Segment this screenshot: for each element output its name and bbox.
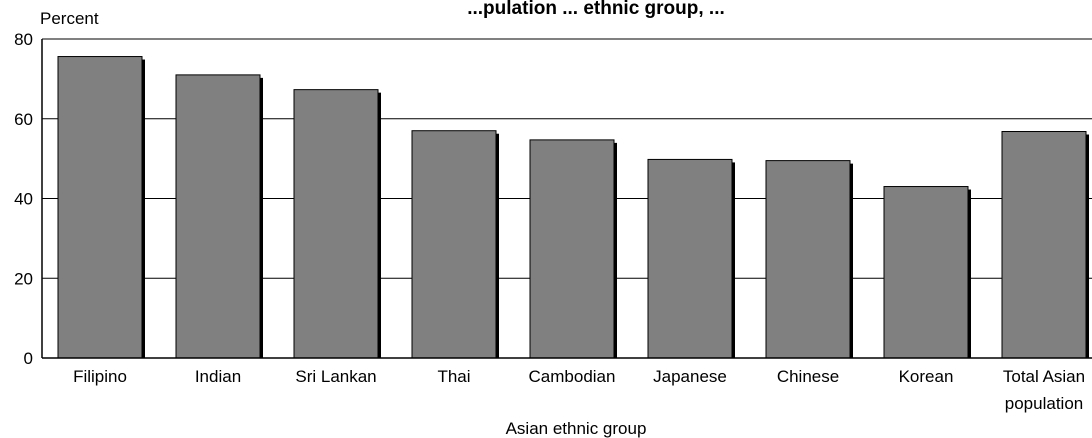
x-tick-label: Indian [195, 367, 241, 386]
x-tick-label: Total Asian population [1003, 367, 1085, 413]
x-tick-label: Cambodian [529, 367, 616, 386]
y-tick-label: 40 [14, 190, 33, 209]
bar [883, 186, 969, 359]
x-tick-label-line: Filipino [73, 367, 127, 386]
y-tick-label: 20 [14, 269, 33, 288]
bar [765, 160, 851, 359]
bar [411, 130, 497, 359]
x-tick-label-line: Korean [899, 367, 954, 386]
x-tick-label: Thai [437, 367, 470, 386]
x-tick-label-line: Total Asian [1003, 367, 1085, 386]
x-tick-label: Chinese [777, 367, 839, 386]
bar [293, 89, 379, 359]
chart-title: ...pulation ... ethnic group, ... [467, 0, 725, 19]
bar [175, 74, 261, 359]
x-tick-label: Japanese [653, 367, 727, 386]
bar [1001, 131, 1087, 359]
y-axis-label: Percent [40, 9, 99, 28]
x-tick-label: Filipino [73, 367, 127, 386]
x-tick-label-line: Cambodian [529, 367, 616, 386]
bar [647, 158, 733, 359]
bars [57, 56, 1089, 359]
x-tick-label: Sri Lankan [295, 367, 376, 386]
x-axis-ticks: Filipino Indian Sri Lankan Thai Cambodian Jap… [73, 367, 1085, 413]
x-tick-label-line: Japanese [653, 367, 727, 386]
x-tick-label: Korean [899, 367, 954, 386]
y-tick-label: 0 [24, 349, 33, 368]
bar [529, 139, 615, 359]
y-tick-label: 80 [14, 30, 33, 49]
x-tick-label-line: Indian [195, 367, 241, 386]
x-tick-label-line: Sri Lankan [295, 367, 376, 386]
x-tick-label-line: population [1005, 394, 1083, 413]
x-tick-label-line: Chinese [777, 367, 839, 386]
bar [57, 56, 143, 359]
y-tick-label: 60 [14, 110, 33, 129]
y-axis-ticks: 0 20 40 60 80 [14, 30, 33, 368]
x-tick-label-line: Thai [437, 367, 470, 386]
x-axis-label: Asian ethnic group [506, 419, 647, 438]
